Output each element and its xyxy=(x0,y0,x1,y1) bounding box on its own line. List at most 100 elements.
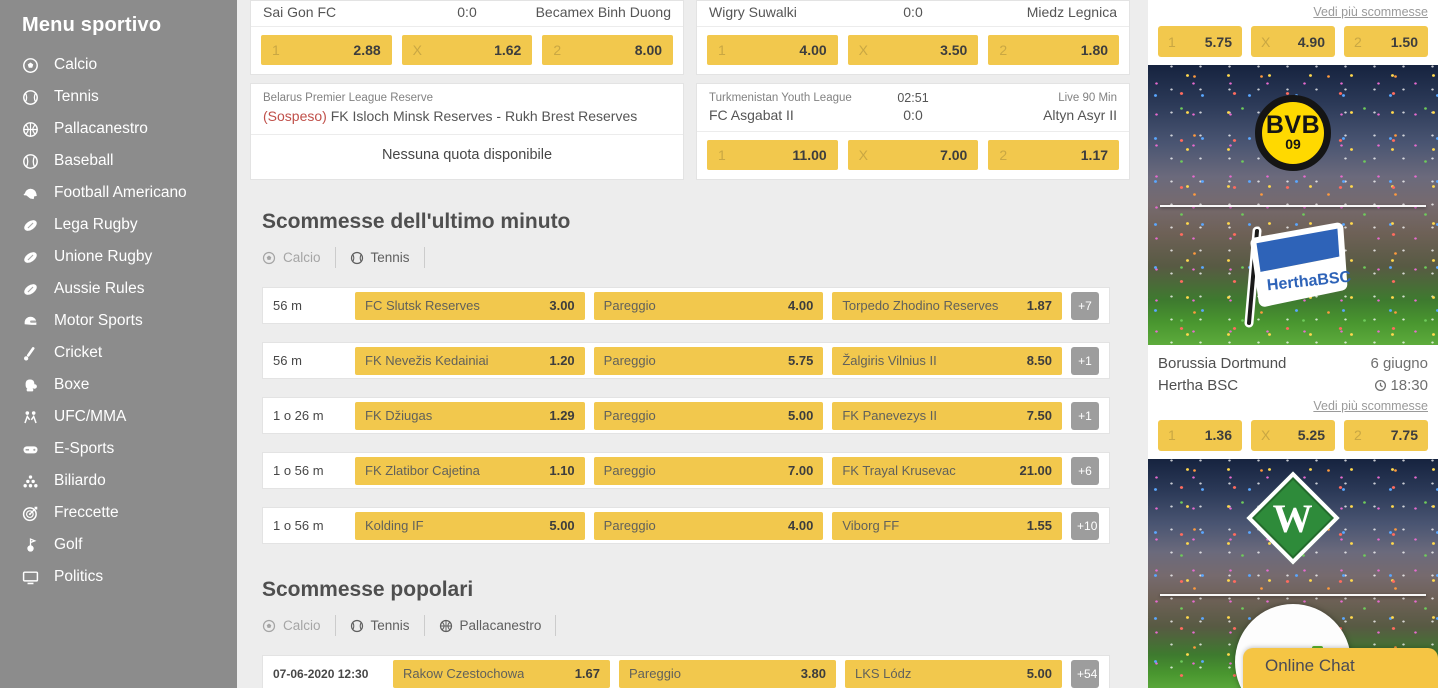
match-banner-dortmund-hertha[interactable]: BVB 09 HerthaBSC xyxy=(1148,65,1438,345)
more-bets-button[interactable]: +1 xyxy=(1071,401,1100,430)
cricket-icon xyxy=(22,345,39,362)
sidebar-item-calcio[interactable]: Calcio xyxy=(22,49,237,81)
live-cards-row-1: Sai Gon FC 0:0 Becamex Binh Duong 1 2.88 … xyxy=(250,0,1130,75)
soccer-ball-icon xyxy=(262,619,276,633)
tab-calcio[interactable]: Calcio xyxy=(262,250,335,265)
odds-button-x[interactable]: X 5.25 xyxy=(1251,419,1335,451)
draw-odds-button[interactable]: Pareggio 5.00 xyxy=(593,401,824,430)
match-datetime: 6 giugno 18:30 xyxy=(1370,353,1428,397)
tab-pallacanestro[interactable]: Pallacanestro xyxy=(425,618,556,633)
werder-bremen-logo: W xyxy=(1246,470,1340,565)
match-teams: FC Asgabat II 0:0 Altyn Asyr II xyxy=(697,105,1129,132)
tab-separator xyxy=(334,615,336,636)
sidebar-item-label: Biliardo xyxy=(54,472,106,489)
away-odds-button[interactable]: Torpedo Zhodino Reserves 1.87 xyxy=(832,291,1063,320)
away-odds-button[interactable]: LKS Lódz 5.00 xyxy=(845,659,1062,688)
score: 0:0 xyxy=(457,4,477,20)
odds-button-x[interactable]: X 4.90 xyxy=(1251,26,1335,57)
odds-button-x[interactable]: X 3.50 xyxy=(847,35,979,65)
sidebar-item-football-americano[interactable]: Football Americano xyxy=(22,177,237,209)
see-more-bets-link[interactable]: Vedi più scommesse xyxy=(1313,398,1428,413)
odds-button-1[interactable]: 1 1.36 xyxy=(1158,419,1242,451)
sidebar-item-pallacanestro[interactable]: Pallacanestro xyxy=(22,113,237,145)
draw-odds-button[interactable]: Pareggio 4.00 xyxy=(593,511,824,540)
tab-tennis[interactable]: Tennis xyxy=(336,250,424,265)
sidebar-item-e-sports[interactable]: E-Sports xyxy=(22,433,237,465)
soccer-ball-icon xyxy=(262,251,276,265)
hertha-bsc-logo: HerthaBSC xyxy=(1244,222,1352,328)
rugby-ball-icon xyxy=(22,249,39,266)
sidebar-item-motor-sports[interactable]: Motor Sports xyxy=(22,305,237,337)
more-bets-button[interactable]: +1 xyxy=(1071,346,1100,375)
away-odds-button[interactable]: Viborg FF 1.55 xyxy=(832,511,1063,540)
tennis-ball-icon xyxy=(350,251,364,265)
sidebar-item-aussie-rules[interactable]: Aussie Rules xyxy=(22,273,237,305)
odds-button-2[interactable]: 2 1.50 xyxy=(1344,26,1428,57)
no-odds-message: Nessuna quota disponibile xyxy=(381,147,553,163)
odds-button-x[interactable]: X 1.62 xyxy=(401,35,533,65)
tab-tennis[interactable]: Tennis xyxy=(336,618,424,633)
tab-separator xyxy=(555,615,557,636)
billiard-icon xyxy=(22,473,39,490)
more-bets-button[interactable]: +7 xyxy=(1071,291,1100,320)
sidebar-item-ufc-mma[interactable]: UFC/MMA xyxy=(22,401,237,433)
suspended-match-card: Belarus Premier League Reserve (Sospeso)… xyxy=(250,83,684,180)
sidebar-item-label: Politics xyxy=(54,568,104,585)
home-odds-button[interactable]: FK Zlatibor Cajetina 1.10 xyxy=(355,456,585,485)
match-name: (Sospeso) FK Isloch Minsk Reserves - Ruk… xyxy=(251,105,683,135)
match-teams: Borussia Dortmund Hertha BSC xyxy=(1158,353,1286,397)
odds-button-2[interactable]: 2 7.75 xyxy=(1344,419,1428,451)
more-bets-button[interactable]: +54 xyxy=(1071,659,1099,688)
match-datetime: 07-06-2020 12:30 xyxy=(273,666,369,681)
odds-button-1[interactable]: 1 11.00 xyxy=(707,140,838,170)
away-odds-button[interactable]: FK Panevezys II 7.50 xyxy=(832,401,1063,430)
odds-button-2[interactable]: 2 8.00 xyxy=(542,35,674,65)
home-odds-button[interactable]: FK Nevežis Kedainiai 1.20 xyxy=(355,346,585,375)
more-bets-button[interactable]: +10 xyxy=(1071,511,1100,540)
sidebar-item-lega-rugby[interactable]: Lega Rugby xyxy=(22,209,237,241)
draw-odds-button[interactable]: Pareggio 3.80 xyxy=(619,659,836,688)
baseball-icon xyxy=(22,153,39,170)
sidebar-item-unione-rugby[interactable]: Unione Rugby xyxy=(22,241,237,273)
monitor-icon xyxy=(22,569,39,586)
odds-row: 1 5.75 X 4.90 2 1.50 xyxy=(1148,26,1438,57)
match-time: 56 m xyxy=(273,298,302,313)
home-odds-button[interactable]: Rakow Czestochowa 1.67 xyxy=(393,659,610,688)
soccer-ball-icon xyxy=(22,57,39,74)
see-more-bets-link[interactable]: Vedi più scommesse xyxy=(1313,5,1428,19)
more-bets-link-row: Vedi più scommesse xyxy=(1148,0,1438,26)
sidebar-item-boxe[interactable]: Boxe xyxy=(22,369,237,401)
odds-button-1[interactable]: 1 2.88 xyxy=(261,35,392,65)
match-period: Live 90 Min xyxy=(1058,92,1117,104)
away-odds-button[interactable]: Žalgiris Vilnius II 8.50 xyxy=(832,346,1063,375)
banner-divider xyxy=(1159,205,1427,207)
home-odds-button[interactable]: FC Slutsk Reserves 3.00 xyxy=(355,291,585,320)
odds-button-x[interactable]: X 7.00 xyxy=(847,140,979,170)
odds-button-1[interactable]: 1 5.75 xyxy=(1158,26,1242,57)
home-odds-button[interactable]: Kolding IF 5.00 xyxy=(355,511,585,540)
odds-button-1[interactable]: 1 4.00 xyxy=(707,35,838,65)
sidebar-item-baseball[interactable]: Baseball xyxy=(22,145,237,177)
away-odds-button[interactable]: FK Trayal Krusevac 21.00 xyxy=(832,456,1063,485)
sidebar-item-tennis[interactable]: Tennis xyxy=(22,81,237,113)
draw-odds-button[interactable]: Pareggio 5.75 xyxy=(593,346,824,375)
bet-row: 56 m FK Nevežis Kedainiai 1.20 Pareggio 5.… xyxy=(262,342,1110,379)
match-time: 56 m xyxy=(273,353,302,368)
odds-row: 1 4.00 X 3.50 2 1.80 xyxy=(697,27,1129,74)
draw-odds-button[interactable]: Pareggio 7.00 xyxy=(593,456,824,485)
tab-calcio[interactable]: Calcio xyxy=(262,618,335,633)
sidebar-item-politics[interactable]: Politics xyxy=(22,561,237,593)
rugby-ball-icon xyxy=(22,217,39,234)
odds-button-2[interactable]: 2 1.17 xyxy=(988,140,1120,170)
golf-icon xyxy=(22,537,39,554)
odds-button-2[interactable]: 2 1.80 xyxy=(988,35,1120,65)
sidebar-item-cricket[interactable]: Cricket xyxy=(22,337,237,369)
sidebar-item-biliardo[interactable]: Biliardo xyxy=(22,465,237,497)
sidebar-item-freccette[interactable]: Freccette xyxy=(22,497,237,529)
popular-tabs: Calcio Tennis Pallacanestro xyxy=(250,615,1130,636)
home-odds-button[interactable]: FK Džiugas 1.29 xyxy=(355,401,585,430)
more-bets-button[interactable]: +6 xyxy=(1071,456,1100,485)
draw-odds-button[interactable]: Pareggio 4.00 xyxy=(593,291,824,320)
sidebar-item-golf[interactable]: Golf xyxy=(22,529,237,561)
online-chat-button[interactable]: Online Chat xyxy=(1243,648,1438,688)
